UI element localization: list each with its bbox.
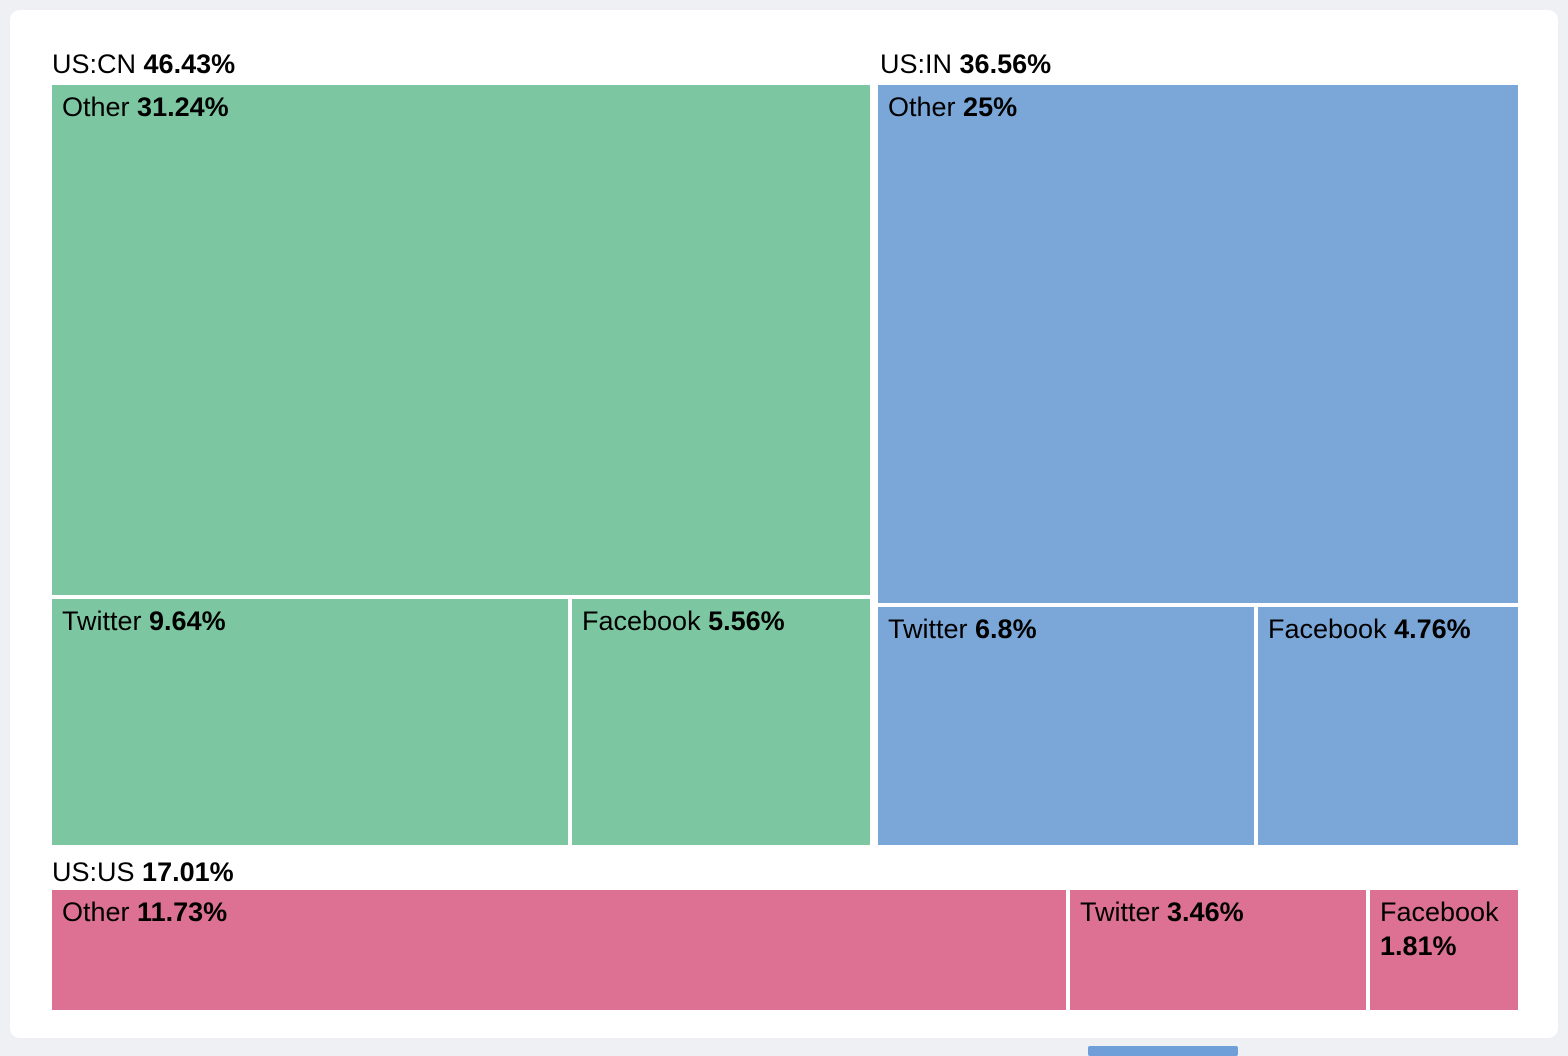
cell-name: Facebook bbox=[1268, 614, 1387, 644]
cell-us-in-other[interactable]: Other 25% bbox=[878, 85, 1518, 603]
group-name: US:CN bbox=[52, 49, 137, 79]
group-name: US:US bbox=[52, 857, 135, 887]
cell-value: 31.24% bbox=[137, 92, 229, 122]
cell-us-in-twitter[interactable]: Twitter 6.8% bbox=[878, 607, 1254, 845]
cell-value: 3.46% bbox=[1167, 897, 1244, 927]
cell-name: Other bbox=[62, 92, 130, 122]
group-value: 36.56% bbox=[959, 49, 1052, 79]
cell-us-us-twitter[interactable]: Twitter 3.46% bbox=[1070, 890, 1366, 1010]
group-value: 17.01% bbox=[142, 857, 234, 887]
cell-value: 25% bbox=[963, 92, 1018, 122]
cell-value: 6.8% bbox=[975, 614, 1037, 644]
cell-value: 4.76% bbox=[1394, 614, 1471, 644]
cell-name: Twitter bbox=[62, 606, 142, 636]
group-name: US:IN bbox=[880, 49, 953, 79]
group-header-us-in: US:IN 36.56% bbox=[880, 48, 1051, 80]
cell-name: Twitter bbox=[888, 614, 968, 644]
cell-us-cn-twitter[interactable]: Twitter 9.64% bbox=[52, 599, 568, 845]
cell-name: Facebook bbox=[1380, 897, 1499, 927]
cell-us-in-facebook[interactable]: Facebook 4.76% bbox=[1258, 607, 1518, 845]
group-header-us-us: US:US 17.01% bbox=[52, 856, 234, 888]
cell-name: Other bbox=[62, 897, 130, 927]
cell-us-cn-facebook[interactable]: Facebook 5.56% bbox=[572, 599, 870, 845]
cell-value: 1.81% bbox=[1380, 931, 1457, 961]
cell-name: Twitter bbox=[1080, 897, 1160, 927]
bottom-accent-bar bbox=[1088, 1046, 1238, 1056]
cell-value: 9.64% bbox=[149, 606, 226, 636]
cell-value: 11.73% bbox=[137, 897, 228, 927]
cell-us-cn-other[interactable]: Other 31.24% bbox=[52, 85, 870, 595]
group-value: 46.43% bbox=[143, 49, 236, 79]
group-header-us-cn: US:CN 46.43% bbox=[52, 48, 235, 80]
cell-name: Other bbox=[888, 92, 956, 122]
cell-us-us-other[interactable]: Other 11.73% bbox=[52, 890, 1066, 1010]
cell-us-us-facebook[interactable]: Facebook 1.81% bbox=[1370, 890, 1518, 1010]
cell-value: 5.56% bbox=[708, 606, 785, 636]
cell-name: Facebook bbox=[582, 606, 701, 636]
treemap-card: US:CN 46.43% Other 31.24% Twitter 9.64% … bbox=[10, 10, 1558, 1038]
